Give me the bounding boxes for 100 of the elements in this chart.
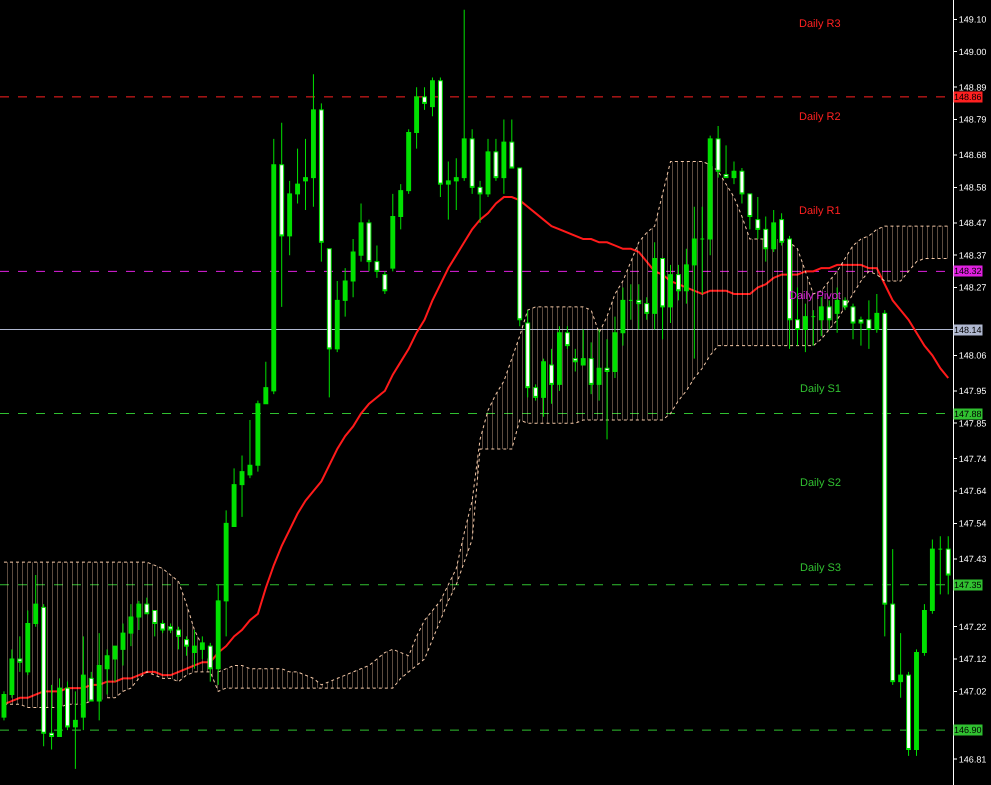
candlestick — [676, 264, 681, 301]
candlestick — [478, 180, 483, 224]
candlestick — [406, 128, 412, 194]
candlestick — [724, 144, 728, 178]
y-tick-label: 148.79 — [958, 114, 986, 125]
candlestick — [501, 119, 506, 194]
candlestick — [120, 622, 126, 666]
candlestick — [57, 678, 62, 738]
candlestick — [72, 690, 78, 770]
candlestick — [620, 287, 626, 346]
candlestick — [462, 9, 467, 182]
candlestick — [65, 681, 70, 731]
ref-line-label: 148.14 — [954, 325, 982, 335]
candlestick — [612, 316, 618, 378]
ref-line-label: 148.32 — [954, 266, 982, 276]
y-tick-label: 147.12 — [958, 654, 986, 664]
candlestick — [334, 280, 340, 353]
y-tick-label: 147.95 — [958, 386, 986, 396]
candlestick — [660, 258, 666, 340]
candlestick — [486, 138, 490, 198]
annotation: Daily R2 — [799, 111, 841, 123]
candlestick — [414, 86, 420, 150]
candlestick — [708, 135, 713, 256]
candlestick — [49, 684, 54, 750]
candlestick — [342, 268, 348, 318]
y-tick-label: 148.27 — [958, 282, 986, 293]
candlestick — [556, 326, 562, 392]
candlestick — [160, 620, 166, 634]
y-tick-label: 147.02 — [958, 686, 986, 696]
candlestick — [850, 303, 856, 340]
candlestick — [716, 125, 721, 178]
candlestick — [240, 454, 244, 518]
candlestick — [898, 632, 904, 698]
candlestick — [80, 636, 86, 731]
candlestick — [541, 358, 546, 418]
candlestick — [326, 248, 332, 398]
candlestick — [41, 604, 46, 747]
candlestick — [906, 671, 912, 756]
candlestick — [739, 167, 744, 204]
candlestick — [930, 538, 935, 614]
candlestick — [184, 636, 189, 656]
candlestick — [136, 600, 142, 630]
candlestick — [310, 74, 316, 208]
candlestick — [564, 326, 570, 350]
candlestick — [303, 138, 308, 210]
candlestick — [255, 400, 260, 472]
candlestick — [454, 158, 459, 210]
candlestick — [692, 206, 697, 360]
candlestick — [295, 148, 300, 204]
candlestick — [152, 610, 158, 637]
y-tick-label: 149.10 — [958, 14, 986, 25]
y-tick-label: 147.85 — [958, 418, 986, 428]
candlestick — [192, 629, 197, 670]
candlestick — [644, 296, 650, 320]
candlestick — [763, 216, 768, 262]
candlestick — [128, 604, 134, 647]
y-tick-label: 147.54 — [958, 518, 986, 528]
candlestick — [470, 128, 475, 194]
candlestick — [747, 193, 752, 230]
y-tick-label: 149.00 — [958, 46, 986, 57]
candlestick — [810, 310, 816, 346]
candlestick — [144, 597, 150, 614]
candlestick — [588, 342, 594, 395]
candlestick — [732, 161, 736, 185]
ref-line-label: 148.86 — [954, 92, 982, 102]
y-tick-label: 148.58 — [958, 182, 986, 193]
candlestick — [668, 264, 673, 324]
candlestick — [858, 316, 864, 346]
candlestick — [882, 310, 888, 637]
ref-line-label: 147.88 — [954, 409, 982, 419]
candlestick — [946, 536, 951, 595]
candlestick — [771, 209, 776, 252]
candlestick — [176, 626, 181, 650]
candlestick — [842, 296, 848, 311]
candlestick — [580, 329, 586, 366]
candlestick — [938, 536, 943, 595]
candlestick — [366, 219, 372, 272]
ref-line-label: 147.35 — [954, 580, 982, 590]
candlestick — [438, 77, 443, 198]
candlestick — [287, 180, 292, 256]
candlestick — [232, 468, 237, 528]
candlestick — [248, 419, 252, 479]
annotation: Daily S1 — [800, 383, 841, 395]
annotation: Daily R3 — [799, 18, 841, 30]
candlestick — [112, 646, 118, 682]
candlestick — [33, 574, 38, 628]
candlestick — [802, 303, 808, 353]
candlestick — [9, 648, 14, 698]
candlestick — [874, 293, 880, 334]
y-tick-label: 148.47 — [958, 218, 986, 228]
candlestick — [224, 510, 229, 637]
candlestick — [350, 238, 356, 298]
y-tick-label: 148.37 — [958, 250, 986, 260]
candlestick — [446, 161, 451, 220]
candlestick — [88, 671, 94, 702]
y-tick-label: 147.64 — [958, 486, 986, 496]
candlestick — [25, 610, 30, 676]
y-tick-label: 146.81 — [958, 754, 986, 764]
candlestick — [2, 690, 6, 721]
candlestick — [549, 348, 554, 404]
